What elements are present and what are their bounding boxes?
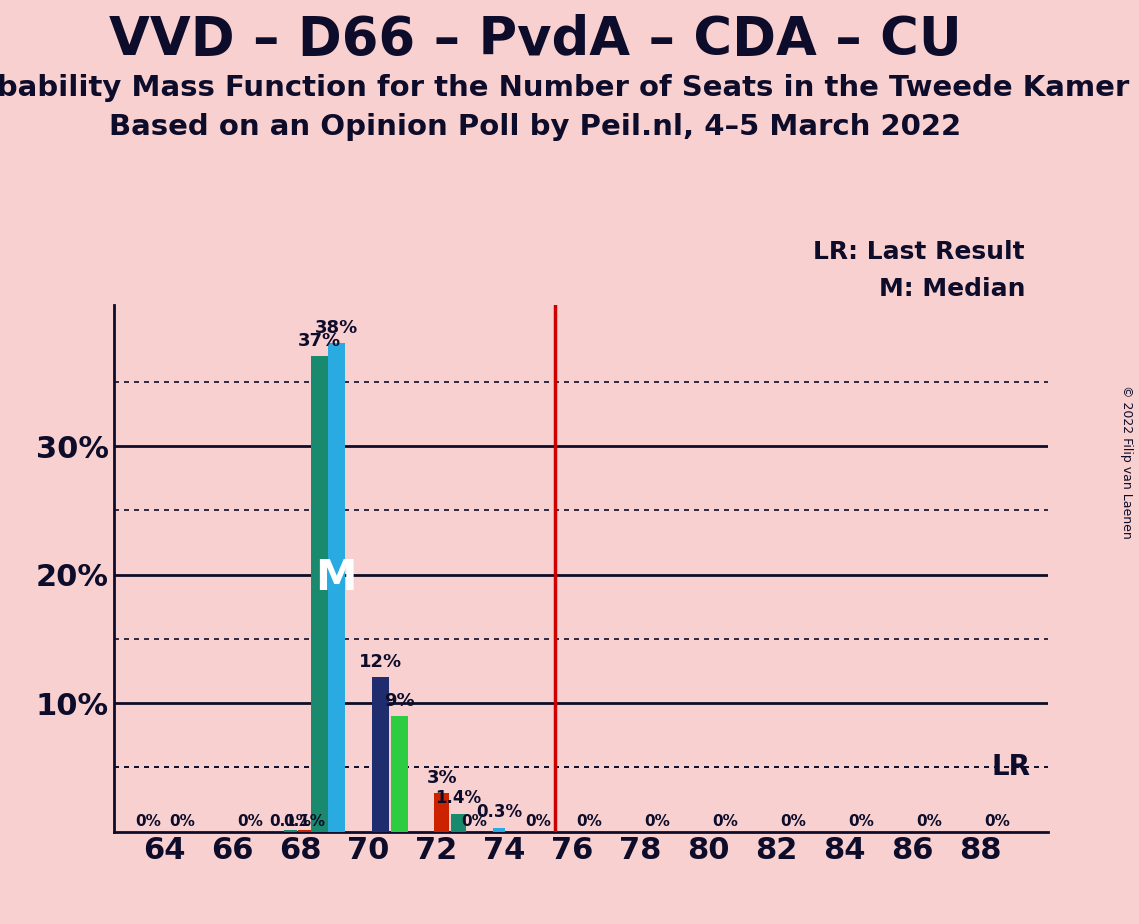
Text: 37%: 37%	[297, 332, 341, 350]
Text: LR: Last Result: LR: Last Result	[813, 240, 1025, 264]
Text: 0%: 0%	[645, 814, 670, 829]
Text: 3%: 3%	[426, 769, 457, 786]
Text: 0.1%: 0.1%	[284, 814, 325, 829]
Text: 0%: 0%	[780, 814, 806, 829]
Text: LR: LR	[992, 753, 1031, 782]
Text: 1.4%: 1.4%	[435, 789, 482, 808]
Text: Probability Mass Function for the Number of Seats in the Tweede Kamer: Probability Mass Function for the Number…	[0, 74, 1130, 102]
Bar	[311, 357, 328, 832]
Text: 0%: 0%	[237, 814, 263, 829]
Text: M: Median: M: Median	[878, 277, 1025, 301]
Text: 0%: 0%	[712, 814, 738, 829]
Text: 0%: 0%	[984, 814, 1010, 829]
Bar	[451, 814, 466, 832]
Text: 0.3%: 0.3%	[476, 803, 523, 821]
Text: 12%: 12%	[359, 653, 402, 671]
Text: Based on an Opinion Poll by Peil.nl, 4–5 March 2022: Based on an Opinion Poll by Peil.nl, 4–5…	[109, 113, 961, 140]
Text: VVD – D66 – PvdA – CDA – CU: VVD – D66 – PvdA – CDA – CU	[109, 14, 961, 66]
Text: 9%: 9%	[384, 691, 415, 710]
Bar	[372, 677, 390, 832]
Text: 0.1%: 0.1%	[270, 814, 311, 829]
Text: M: M	[316, 557, 358, 599]
Bar	[284, 831, 297, 832]
Bar	[434, 793, 449, 832]
Text: 38%: 38%	[314, 319, 358, 337]
Bar	[297, 831, 311, 832]
Text: 0%: 0%	[169, 814, 195, 829]
Bar	[391, 716, 408, 832]
Text: 0%: 0%	[134, 814, 161, 829]
Text: 0%: 0%	[525, 814, 551, 829]
Text: 0%: 0%	[576, 814, 603, 829]
Bar	[493, 828, 506, 832]
Text: © 2022 Filip van Laenen: © 2022 Filip van Laenen	[1121, 385, 1133, 539]
Text: 0%: 0%	[461, 814, 486, 829]
Bar	[328, 344, 345, 832]
Text: 0%: 0%	[916, 814, 942, 829]
Text: 0%: 0%	[849, 814, 874, 829]
